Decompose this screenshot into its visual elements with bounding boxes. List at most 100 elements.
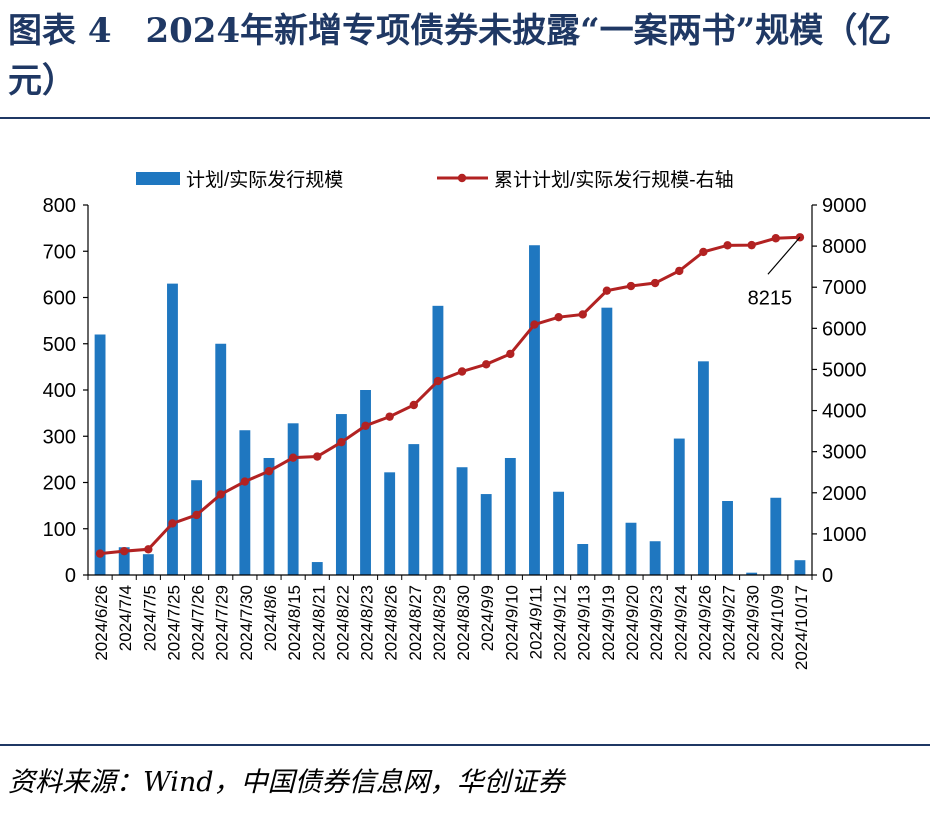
x-tick-label: 2024/10/9 xyxy=(768,585,787,661)
x-tick-label: 2024/9/20 xyxy=(623,585,642,661)
right-tick-label: 1000 xyxy=(822,524,867,546)
x-tick-label: 2024/9/9 xyxy=(478,585,497,651)
x-tick-label: 2024/8/30 xyxy=(454,585,473,661)
line-point xyxy=(216,490,225,499)
legend-line-marker xyxy=(457,173,467,183)
left-tick-label: 500 xyxy=(43,334,76,356)
line-point xyxy=(457,367,467,376)
x-tick-label: 2024/9/13 xyxy=(575,585,594,661)
left-tick-label: 700 xyxy=(43,241,76,263)
x-tick-label: 2024/7/4 xyxy=(116,585,135,651)
line-point xyxy=(288,453,298,462)
line-point xyxy=(240,477,250,486)
bar xyxy=(504,457,516,575)
left-tick-label: 600 xyxy=(43,288,76,310)
line-point xyxy=(506,349,515,359)
line-point xyxy=(578,310,587,319)
legend: 计划/实际发行规模 累计计划/实际发行规模-右轴 xyxy=(136,169,734,191)
bar xyxy=(480,494,492,575)
bar xyxy=(142,554,154,575)
bar xyxy=(722,501,733,575)
annotation-label: 8215 xyxy=(748,287,793,309)
line-point xyxy=(144,545,153,554)
right-tick-label: 3000 xyxy=(822,442,867,464)
x-tick-label: 2024/9/23 xyxy=(647,585,666,661)
x-tick-label: 2024/8/29 xyxy=(430,585,449,661)
bar xyxy=(94,334,106,575)
line-point xyxy=(675,266,684,276)
x-tick-label: 2024/8/26 xyxy=(382,585,401,661)
line-point xyxy=(530,320,539,329)
left-tick-label: 100 xyxy=(43,519,76,541)
source-note: 资料来源：Wind，中国债券信息网，华创证券 xyxy=(8,767,565,798)
bar xyxy=(263,457,275,575)
x-tick-label: 2024/8/23 xyxy=(358,585,377,661)
line-point xyxy=(650,278,660,288)
line-point xyxy=(120,546,129,556)
line-point xyxy=(192,510,201,520)
x-tick-label: 2024/8/22 xyxy=(333,585,352,661)
left-tick-label: 400 xyxy=(43,380,76,402)
x-tick-label: 2024/6/26 xyxy=(92,585,111,661)
x-tick-label: 2024/7/5 xyxy=(140,585,159,651)
line-point xyxy=(264,466,274,476)
bar xyxy=(456,467,468,575)
right-tick-label: 4000 xyxy=(822,401,867,423)
line-point xyxy=(699,247,708,257)
chart: 计划/实际发行规模 累计计划/实际发行规模-右轴 0 100 200 300 400 500… xyxy=(43,169,867,670)
x-tick-label: 2024/8/21 xyxy=(309,585,328,661)
x-tick-label: 2024/9/26 xyxy=(695,585,714,661)
bar xyxy=(432,305,444,575)
x-tick-label: 2024/9/11 xyxy=(526,585,545,659)
line-point xyxy=(771,234,780,243)
source-divider xyxy=(0,744,930,746)
line-point xyxy=(409,400,418,410)
x-tick-label: 2024/7/30 xyxy=(237,585,256,661)
bar xyxy=(601,307,613,575)
x-tick-label: 2024/9/12 xyxy=(551,585,570,661)
line-point xyxy=(433,376,443,386)
bar xyxy=(167,283,178,575)
x-tick-label: 2024/8/27 xyxy=(406,585,425,661)
x-axis: 2024/6/26 2024/7/4 2024/7/5 2024/7/25 2024/7… xyxy=(87,574,813,670)
line-point xyxy=(626,281,636,291)
right-axis: 0 1000 2000 3000 4000 5000 6000 7000 8000 9000 xyxy=(811,195,867,587)
x-tick-label: 2024/7/29 xyxy=(213,585,232,661)
right-tick-label: 2000 xyxy=(822,483,867,505)
x-tick-label: 2024/9/27 xyxy=(720,585,739,661)
right-tick-label: 9000 xyxy=(822,195,867,217)
right-tick-label: 5000 xyxy=(822,359,867,381)
bar-series xyxy=(94,245,806,576)
x-tick-label: 2024/9/24 xyxy=(671,585,690,661)
line-point xyxy=(313,452,322,461)
legend-bar-label: 计划/实际发行规模 xyxy=(186,169,343,191)
line-point xyxy=(385,412,394,421)
bar xyxy=(384,472,396,575)
bar xyxy=(287,423,299,575)
bar xyxy=(697,361,709,575)
line-point xyxy=(95,549,105,558)
x-tick-label: 2024/9/19 xyxy=(599,585,618,661)
line-point xyxy=(723,241,732,250)
right-tick-label: 7000 xyxy=(822,277,867,299)
line-point xyxy=(337,438,346,447)
bar xyxy=(360,390,371,575)
line-point xyxy=(168,519,177,528)
bar xyxy=(215,343,227,575)
right-tick-label: 8000 xyxy=(822,236,867,258)
left-axis: 0 100 200 300 400 500 600 700 800 xyxy=(43,195,89,587)
x-tick-label: 2024/8/15 xyxy=(285,585,304,661)
legend-line-label: 累计计划/实际发行规模-右轴 xyxy=(494,169,734,191)
x-tick-label: 2024/7/26 xyxy=(189,585,208,661)
line-series xyxy=(95,233,805,558)
left-tick-label: 300 xyxy=(43,426,76,448)
left-tick-label: 800 xyxy=(43,195,76,217)
bar xyxy=(311,562,323,575)
line-point xyxy=(747,240,756,250)
x-tick-label: 2024/8/6 xyxy=(261,585,280,651)
right-tick-label: 6000 xyxy=(822,318,867,340)
title-divider xyxy=(0,117,930,119)
left-tick-label: 200 xyxy=(43,473,76,495)
annotation: 8215 xyxy=(748,236,801,309)
bar xyxy=(625,522,637,575)
